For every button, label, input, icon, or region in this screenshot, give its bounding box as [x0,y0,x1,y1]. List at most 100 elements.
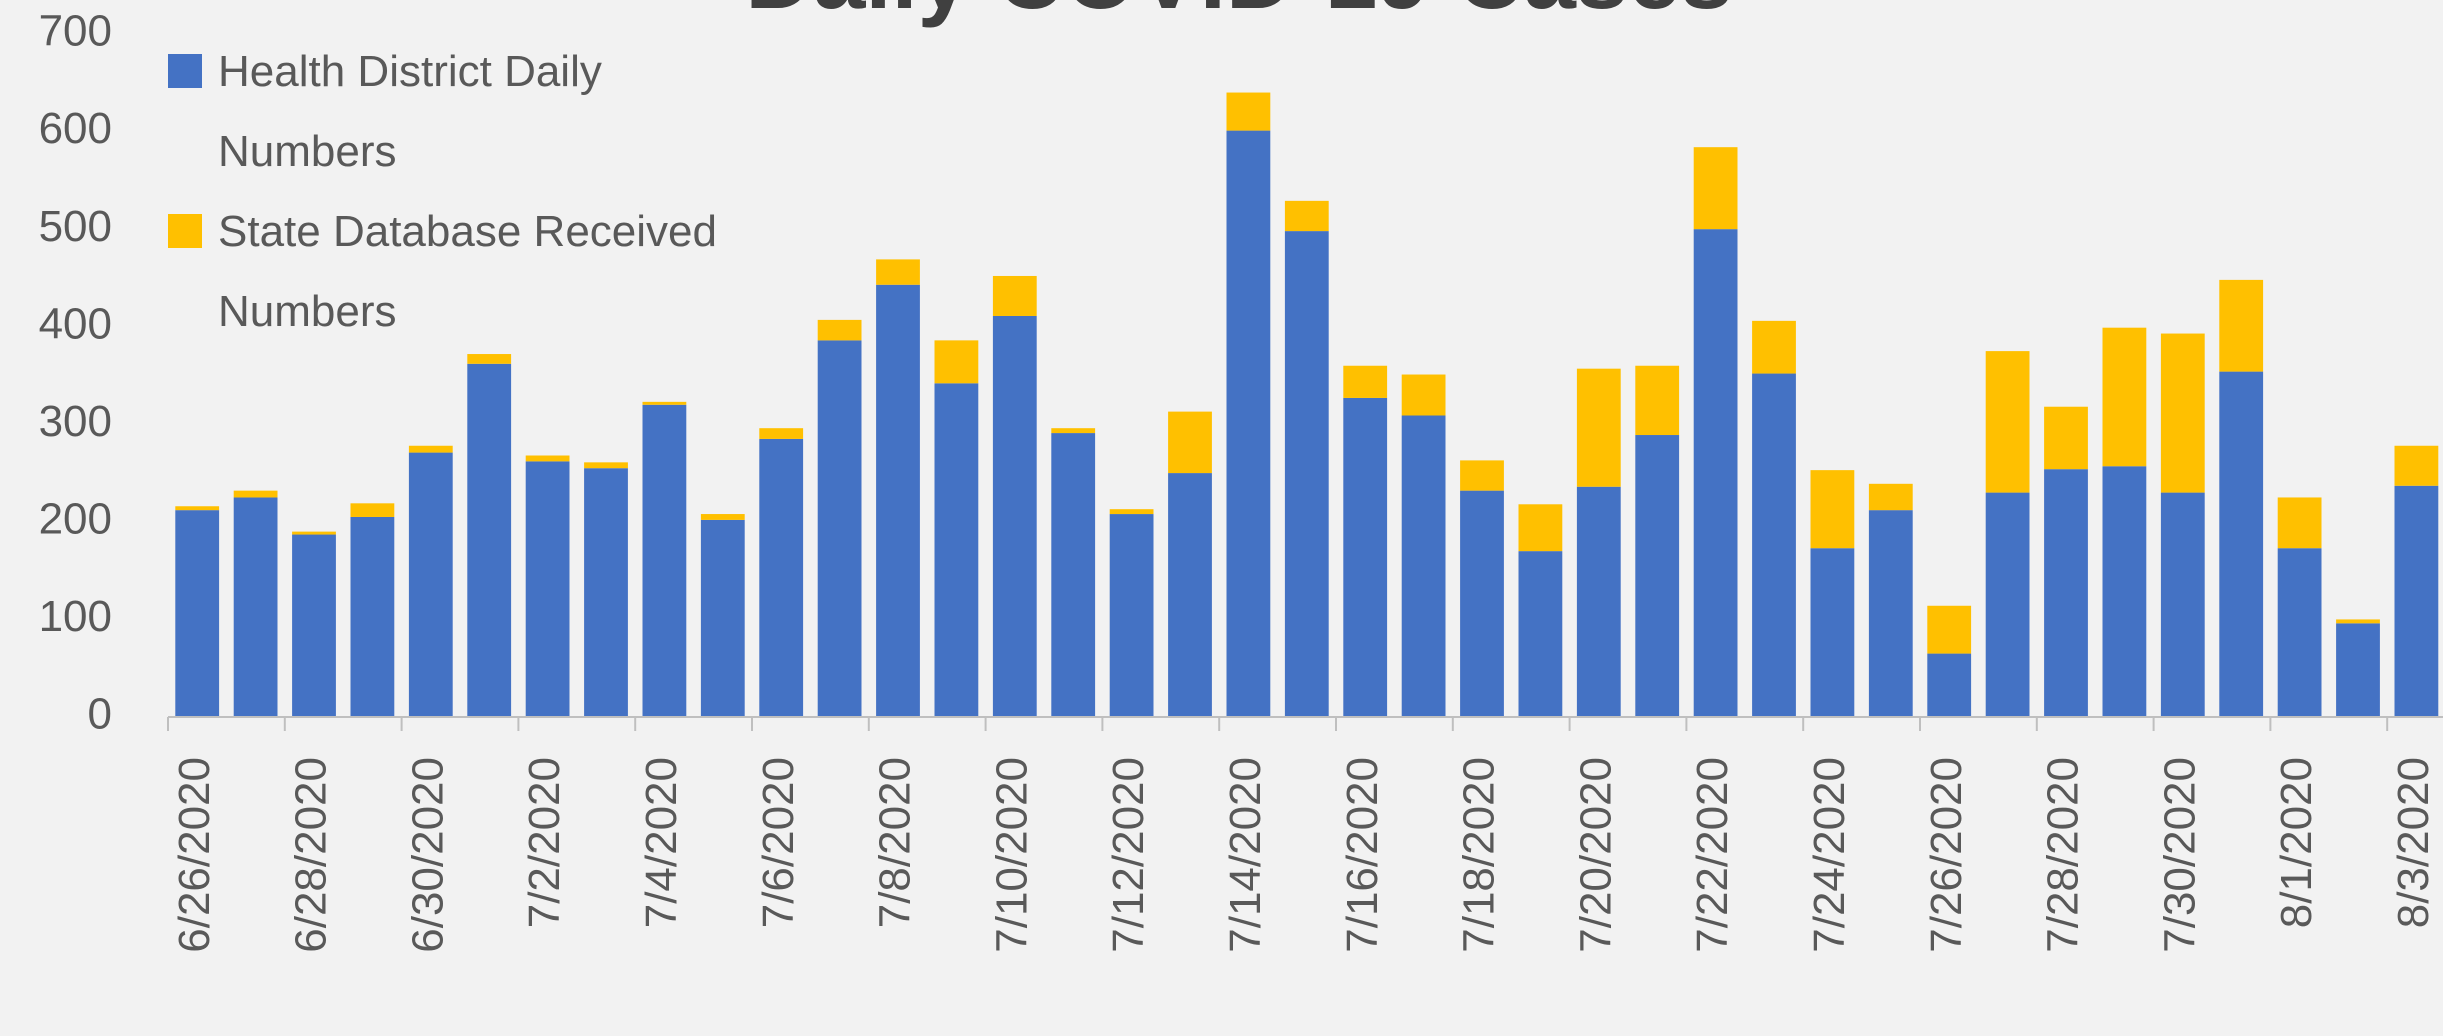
bar-segment [2102,327,2147,467]
bar-segment [2336,623,2380,717]
legend-swatch [168,214,202,248]
bar-segment [1284,231,1329,717]
x-tick-label: 8/1/2020 [2272,757,2321,928]
bar-segment [525,461,570,717]
x-tick-label: 7/30/2020 [2155,757,2204,953]
x-tick-label: 7/2/2020 [520,757,569,928]
bar-segment [1109,514,1154,717]
bar-segment [642,404,687,717]
x-tick-label: 8/3/2020 [2389,757,2438,928]
bar-segment [876,284,920,717]
y-tick-label: 400 [39,299,112,348]
bar-segment [2277,497,2322,549]
bar-segment [1051,428,1096,434]
x-tick-label: 7/20/2020 [1571,757,1620,953]
bar-segment [700,519,745,717]
bar-segment [1693,229,1738,717]
y-tick-label: 100 [39,592,112,641]
x-tick-label: 7/28/2020 [2039,757,2088,953]
bar-segment [817,340,862,717]
legend-label: Health District Daily Numbers [218,47,602,176]
chart-title: Daily COVID-19 Cases [745,0,1732,28]
bar-segment [1868,483,1913,511]
bar-segment [2394,485,2439,717]
bar-segment [700,514,745,520]
bar-segment [2394,445,2439,486]
bar-segment [1284,200,1329,232]
legend-label: State Database Received Numbers [218,207,717,336]
bar-segment [642,401,687,405]
bar-segment [175,510,220,717]
bar-segment [1343,365,1388,398]
bar-segment [1810,470,1855,549]
bar-segment [1401,374,1446,416]
bar-segment [292,534,336,717]
bar-segment [1401,415,1446,717]
legend-item: Health District Daily Numbers [168,32,728,192]
bar-segment [584,468,628,717]
bar-segment [2160,492,2205,717]
x-tick-label: 7/24/2020 [1805,757,1854,953]
x-tick-label: 7/4/2020 [637,757,686,928]
x-tick-label: 7/12/2020 [1104,757,1153,953]
bar-segment [1168,473,1212,717]
bar-segment [1226,130,1271,718]
bar-segment [525,455,570,462]
bar-segment [175,506,220,511]
legend-swatch [168,54,202,88]
bar-segment [1460,460,1504,491]
bar-segment [2044,469,2088,717]
bar-segment [2277,548,2322,717]
bar-segment [1693,147,1738,230]
bar-segment [934,383,979,717]
bar-segment [759,428,804,439]
x-tick-label: 7/6/2020 [754,757,803,928]
bar-segment [817,319,862,341]
bar-segment [467,354,512,364]
bar-segment [1226,92,1271,131]
x-tick-label: 7/16/2020 [1338,757,1387,953]
bar-segment [233,497,278,717]
bar-segment [2044,406,2088,470]
bar-segment [2102,466,2147,717]
x-tick-label: 7/26/2020 [1922,757,1971,953]
x-tick-label: 7/22/2020 [1688,757,1737,953]
bar-segment [1985,492,2030,717]
bar-segment [1985,351,2030,493]
y-tick-label: 500 [39,202,112,251]
bar-segment [759,438,804,717]
bar-segment [1576,368,1621,487]
bar-segment [2219,279,2264,372]
bar-segment [584,462,628,469]
y-tick-label: 300 [39,397,112,446]
bar-segment [350,516,395,717]
bar-segment [1518,551,1563,717]
bar-segment [350,503,395,517]
bar-segment [934,340,979,384]
legend-item: State Database Received Numbers [168,192,728,352]
bar-segment [1109,509,1154,515]
y-tick-label: 0 [88,690,112,739]
y-tick-label: 600 [39,104,112,153]
bar-segment [1518,504,1563,552]
bar-segment [1576,486,1621,717]
bar-segment [1927,605,1972,654]
x-tick-label: 6/26/2020 [170,757,219,953]
x-tick-label: 7/18/2020 [1455,757,1504,953]
bar-segment [408,445,453,453]
bar-segment [2336,619,2380,624]
y-tick-label: 700 [39,7,112,56]
legend: Health District Daily Numbers State Datab… [168,32,728,352]
bar-segment [1868,510,1913,717]
x-tick-label: 7/14/2020 [1221,757,1270,953]
bar-segment [1635,435,1680,717]
bar-segment [876,259,920,285]
bar-segment [1460,490,1504,717]
x-tick-label: 6/30/2020 [403,757,452,953]
x-tick-label: 7/8/2020 [871,757,920,928]
bar-segment [408,452,453,717]
y-tick-label: 200 [39,494,112,543]
bar-segment [2160,333,2205,493]
